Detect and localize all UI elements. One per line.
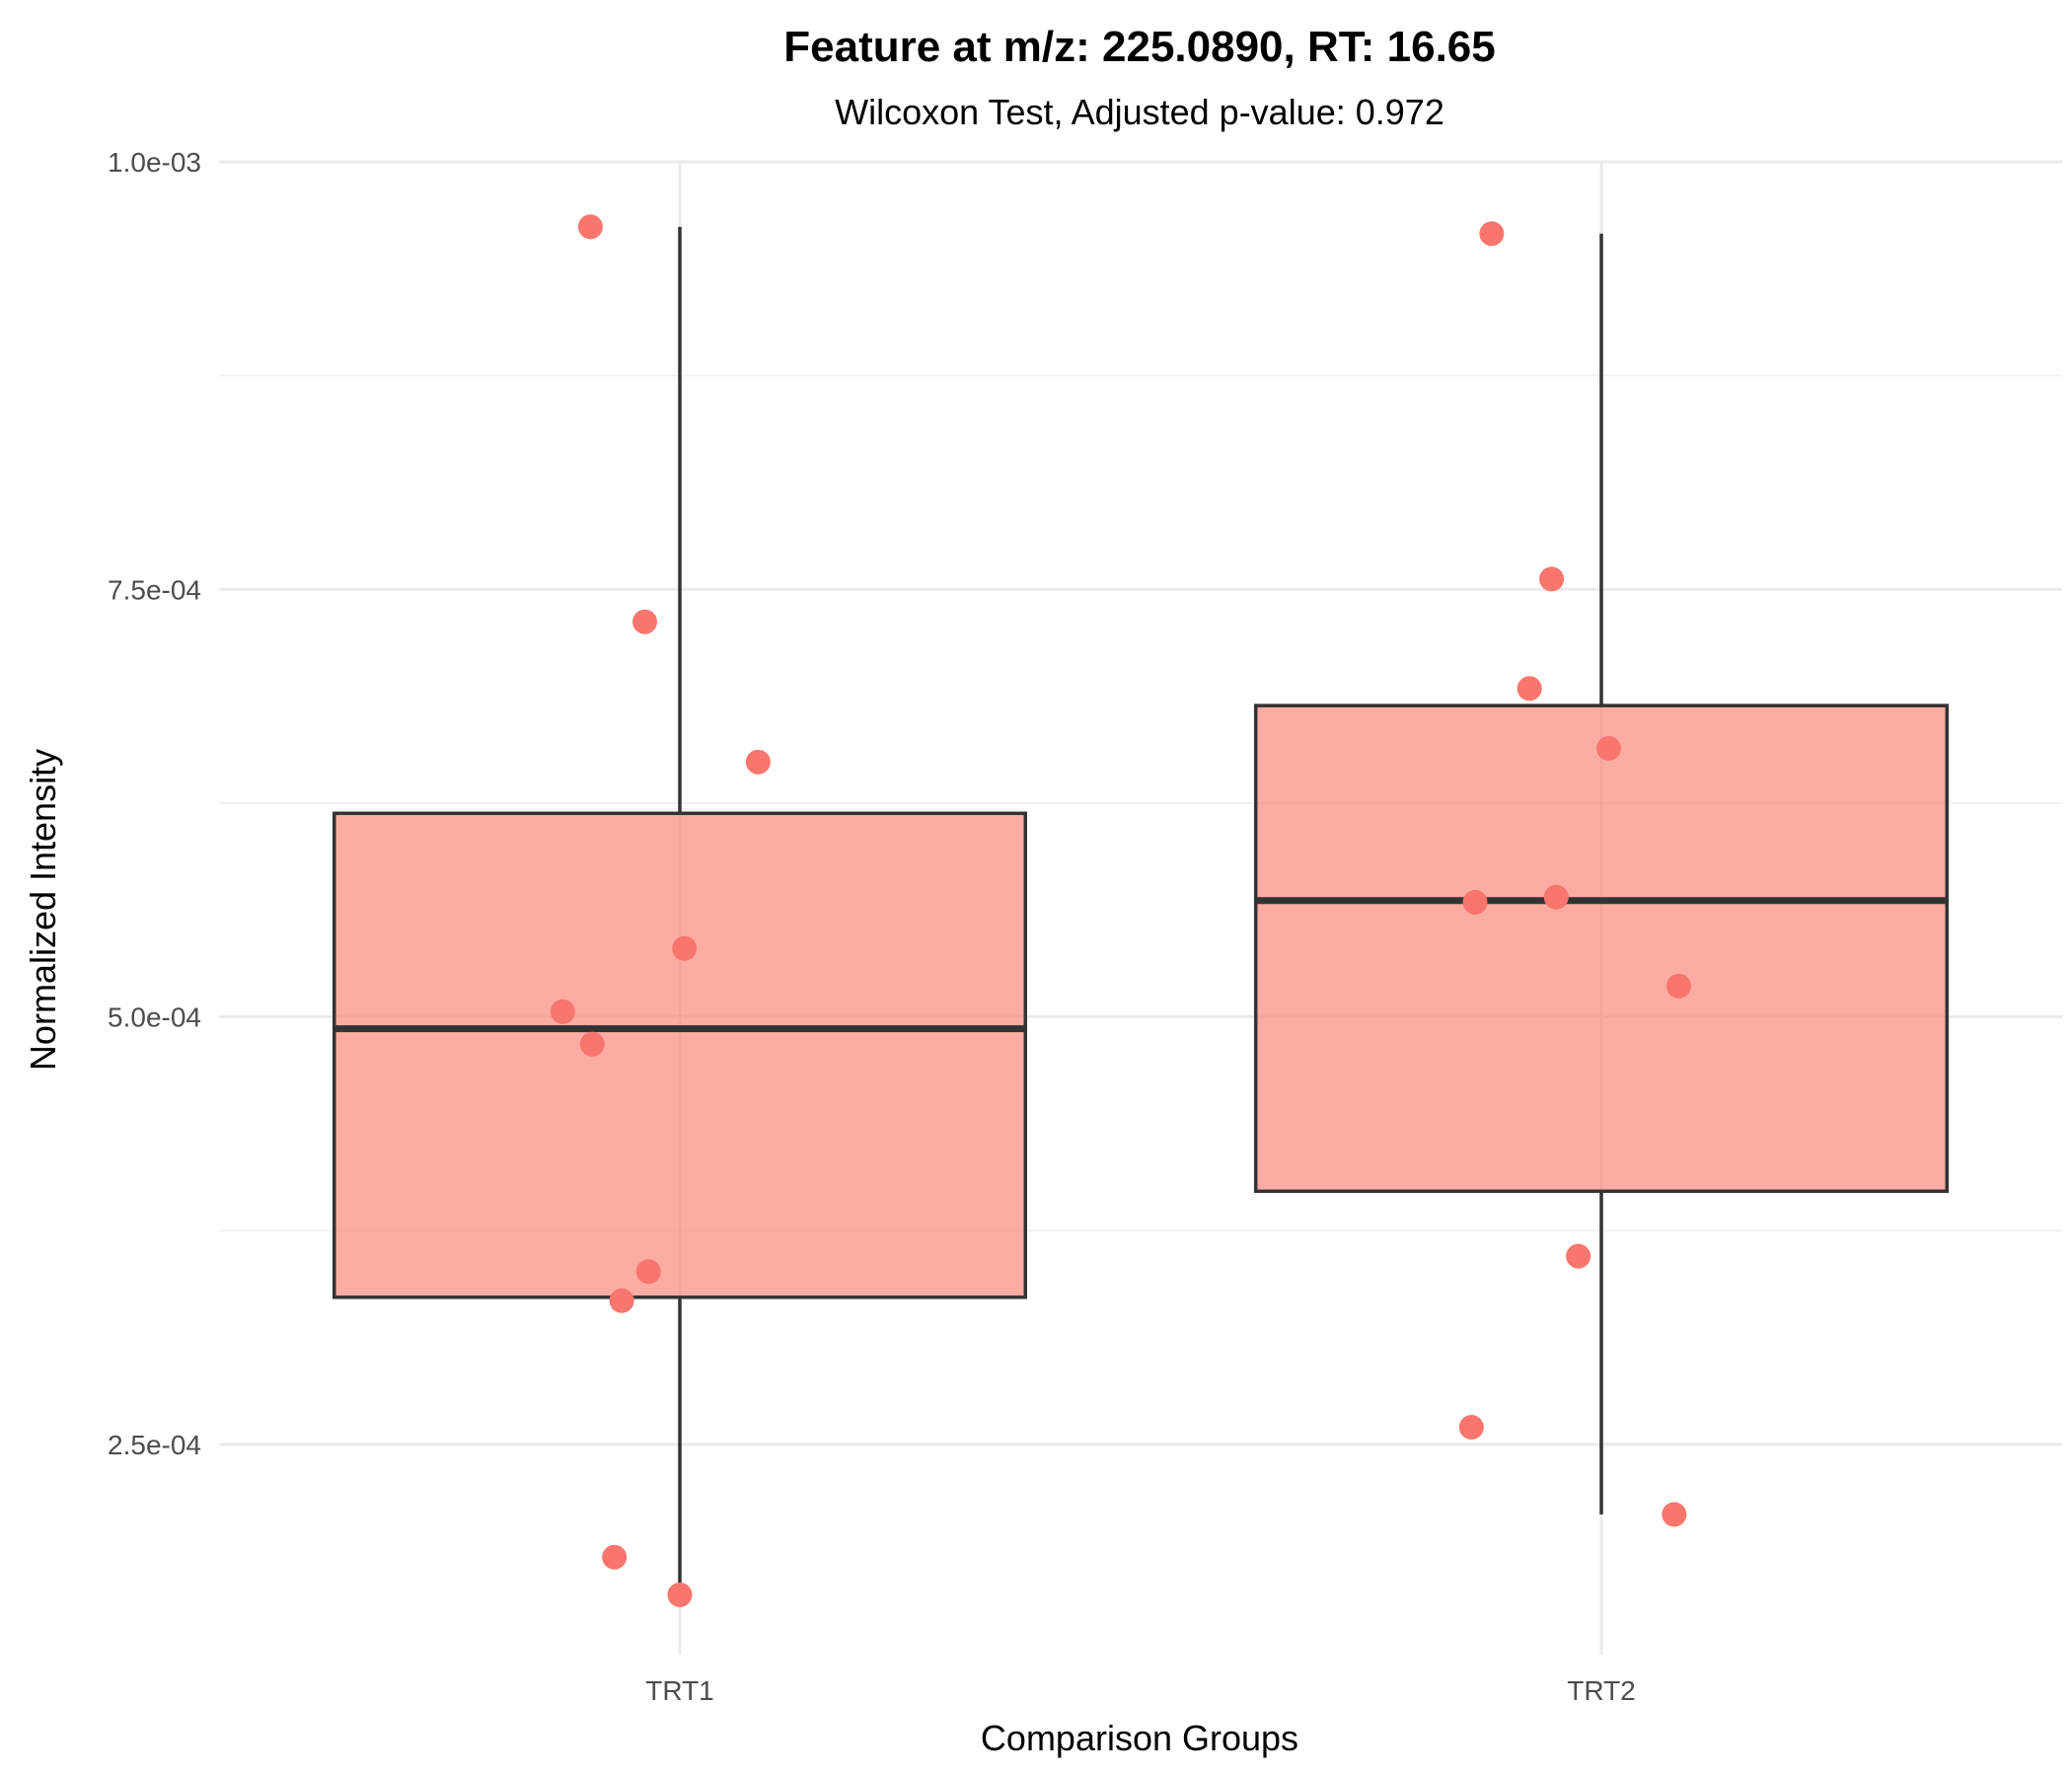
data-point	[1665, 973, 1691, 999]
y-tick-label: 7.5e-04	[108, 574, 201, 605]
data-point	[577, 214, 603, 240]
data-point	[1566, 1243, 1591, 1269]
box-plots	[333, 226, 1949, 1595]
chart-title: Feature at m/z: 225.0890, RT: 16.65	[783, 23, 1495, 71]
data-point	[602, 1544, 628, 1570]
data-point	[1539, 566, 1565, 592]
data-point	[667, 1582, 693, 1607]
chart-subtitle: Wilcoxon Test, Adjusted p-value: 0.972	[835, 92, 1444, 132]
x-tick-label: TRT1	[645, 1675, 714, 1706]
data-point	[632, 609, 658, 634]
data-point	[1462, 889, 1488, 915]
x-axis-title: Comparison Groups	[981, 1718, 1298, 1758]
y-axis-title: Normalized Intensity	[23, 749, 63, 1071]
y-tick-label: 2.5e-04	[108, 1430, 201, 1460]
data-point	[1458, 1414, 1484, 1440]
data-point	[1595, 735, 1621, 761]
box-iqr	[333, 811, 1027, 1299]
data-points	[550, 214, 1691, 1607]
data-point	[1517, 676, 1542, 702]
data-point	[1479, 221, 1505, 247]
data-point	[550, 999, 575, 1024]
box-iqr	[1254, 703, 1949, 1194]
axis-ticks: 2.5e-04 5.0e-04 7.5e-04 1.0e-03 TRT1 TRT2	[108, 147, 1636, 1706]
data-point	[579, 1031, 605, 1057]
data-point	[745, 749, 771, 775]
y-tick-label: 1.0e-03	[108, 147, 201, 178]
data-point	[1543, 884, 1569, 910]
data-point	[672, 935, 698, 961]
data-point	[635, 1259, 661, 1285]
x-tick-label: TRT2	[1567, 1675, 1636, 1706]
y-tick-label: 5.0e-04	[108, 1002, 201, 1033]
data-point	[1662, 1502, 1687, 1527]
data-point	[609, 1288, 634, 1313]
